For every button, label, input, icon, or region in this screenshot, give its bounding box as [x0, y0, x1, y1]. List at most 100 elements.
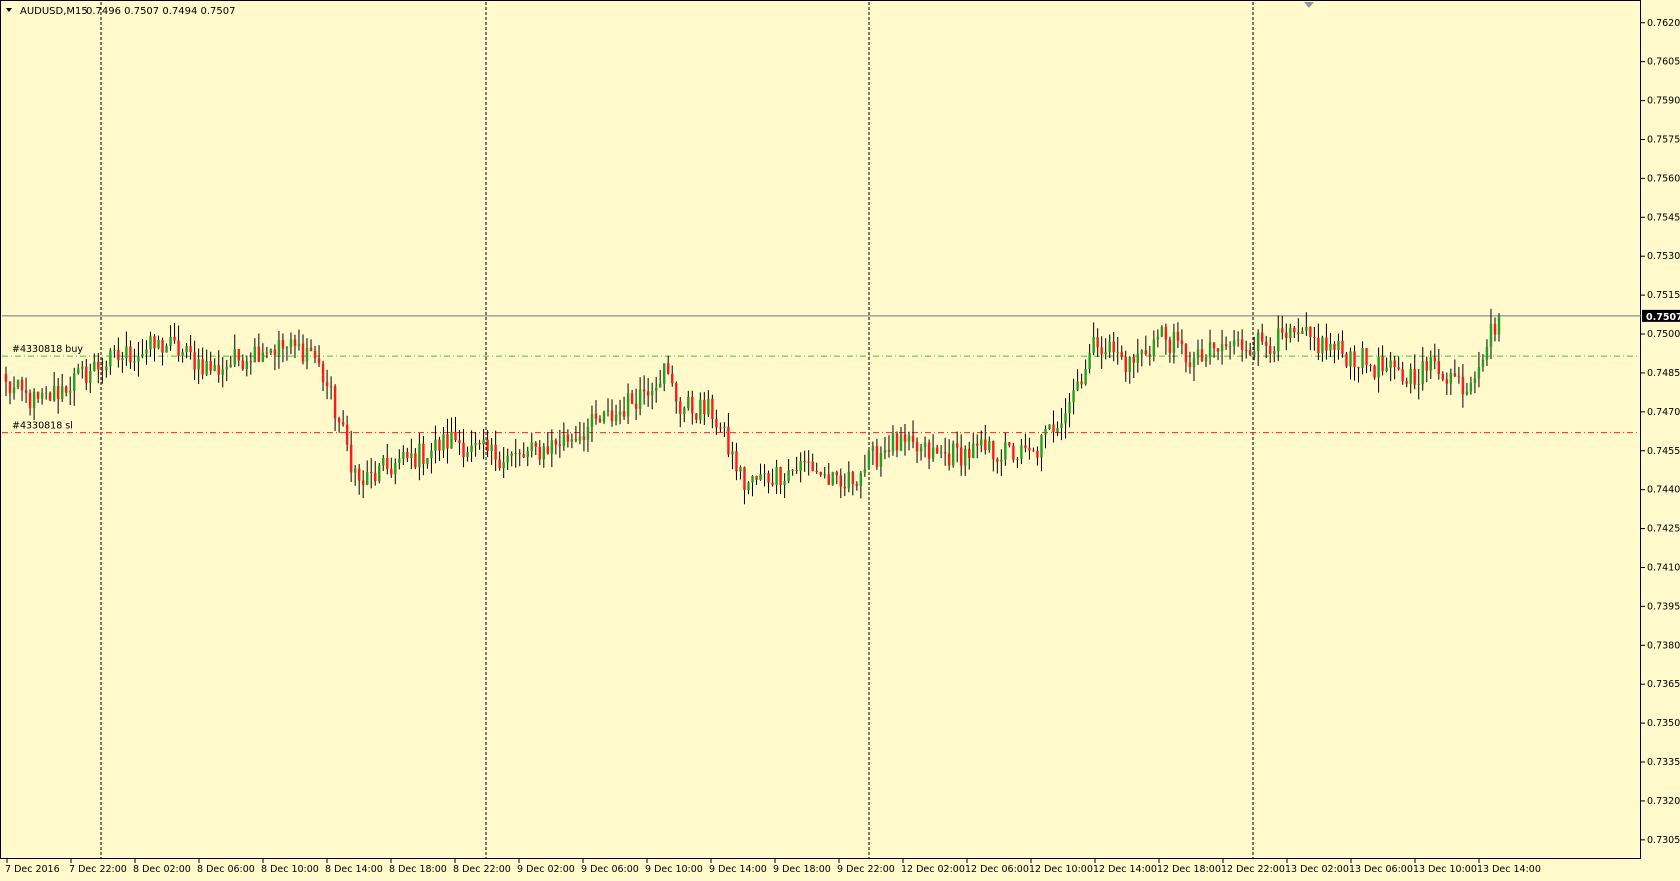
candle-bull [450, 431, 453, 449]
candle-bear [1148, 354, 1152, 356]
candle-bull [763, 473, 766, 475]
candle-bear [1357, 367, 1360, 369]
candle-bull [867, 451, 871, 469]
candle-bull [1044, 429, 1047, 436]
candle-bear [679, 401, 682, 414]
candle-bear [56, 386, 60, 400]
candle-bear [955, 443, 959, 448]
plot-area[interactable] [0, 0, 1641, 859]
y-tick-label: 0.7485 [1647, 368, 1680, 379]
candle-bear [1433, 357, 1436, 362]
candle-bear [1184, 344, 1188, 363]
candle-bear [911, 435, 915, 443]
y-tick-label: 0.7470 [1647, 407, 1680, 418]
candle-bull [899, 434, 903, 451]
candle-bull [398, 458, 401, 463]
candle-bull [1497, 315, 1501, 335]
candle-bull [1060, 423, 1063, 428]
candle-bull [626, 393, 630, 417]
candle-bull [1016, 458, 1019, 460]
candle-bear [317, 358, 321, 364]
y-tick-label: 0.7365 [1647, 679, 1680, 690]
candle-bear [851, 471, 855, 484]
current-price-tag: 0.7507 [1642, 309, 1680, 323]
candle-bear [1317, 337, 1320, 354]
y-tick-label: 0.7545 [1647, 212, 1680, 223]
candle-bull [654, 387, 658, 391]
candle-bull [213, 365, 216, 371]
chart-shift-marker-icon[interactable] [1304, 2, 1314, 8]
candle-bear [811, 461, 814, 471]
candle-bear [703, 399, 706, 415]
y-tick-label: 0.7305 [1647, 835, 1680, 846]
candle-bull [277, 339, 281, 355]
candle-bear [374, 472, 377, 482]
candle-bear [249, 361, 253, 363]
x-tick-label: 13 Dec 10:00 [1413, 864, 1477, 875]
candle-bear [1200, 349, 1204, 362]
candle-bear [406, 452, 409, 458]
candle-bull [638, 389, 642, 409]
candle-bear [715, 418, 718, 428]
candle-bear [1381, 356, 1384, 372]
candle-bull [1192, 358, 1196, 367]
candle-bear [273, 349, 277, 355]
candle-bear [173, 336, 176, 341]
candle-bull [502, 462, 505, 469]
candle-bull [1064, 413, 1067, 424]
candle-bull [1020, 445, 1023, 459]
candle-bull [16, 379, 20, 388]
candle-bear [1293, 327, 1296, 333]
candle-bear [743, 467, 746, 490]
candle-bear [1493, 323, 1497, 335]
candle-bear [1100, 347, 1103, 355]
candle-bear [538, 446, 541, 460]
dropdown-triangle-icon[interactable] [6, 8, 12, 12]
candle-bear [968, 448, 971, 458]
candle-bull [739, 467, 742, 472]
candle-bull [1088, 352, 1091, 370]
candle-bear [795, 469, 798, 472]
candle-bull [1220, 344, 1224, 352]
candle-bear [803, 461, 806, 463]
candle-bull [799, 461, 802, 472]
candle-bear [24, 390, 28, 393]
time-scale[interactable] [0, 859, 1680, 881]
candle-bull [879, 452, 883, 467]
candle-bear [1313, 336, 1316, 338]
candle-bull [787, 470, 790, 482]
candle-bull [1040, 435, 1043, 458]
x-tick-label: 13 Dec 02:00 [1285, 864, 1349, 875]
candle-bull [1228, 346, 1232, 348]
candle-bear [574, 439, 578, 441]
candle-bull [197, 359, 200, 370]
candle-bear [345, 424, 349, 445]
x-tick-label: 8 Dec 06:00 [197, 864, 255, 875]
candle-bear [1180, 340, 1184, 345]
candle-bear [1008, 442, 1011, 446]
candle-bear [414, 453, 417, 468]
price-scale[interactable] [1641, 0, 1680, 859]
y-tick-label: 0.7530 [1647, 251, 1680, 262]
candle-bear [217, 365, 220, 375]
candle-bear [1224, 344, 1228, 347]
y-tick-label: 0.7455 [1647, 446, 1680, 457]
candle-bear [835, 471, 838, 476]
candle-bear [329, 386, 333, 388]
candle-bull [1196, 349, 1200, 359]
x-tick-label: 9 Dec 02:00 [517, 864, 575, 875]
candle-bear [281, 339, 285, 349]
candle-bull [1481, 359, 1485, 367]
candle-bear [498, 459, 501, 469]
candle-bull [731, 451, 734, 455]
candle-bear [807, 461, 810, 463]
y-tick-label: 0.7395 [1647, 601, 1680, 612]
x-tick-label: 9 Dec 10:00 [645, 864, 703, 875]
candle-bull [1329, 343, 1332, 351]
candle-bull [687, 396, 690, 409]
candle-bear [815, 470, 818, 472]
candle-bull [149, 336, 152, 350]
candle-bear [1333, 343, 1336, 350]
